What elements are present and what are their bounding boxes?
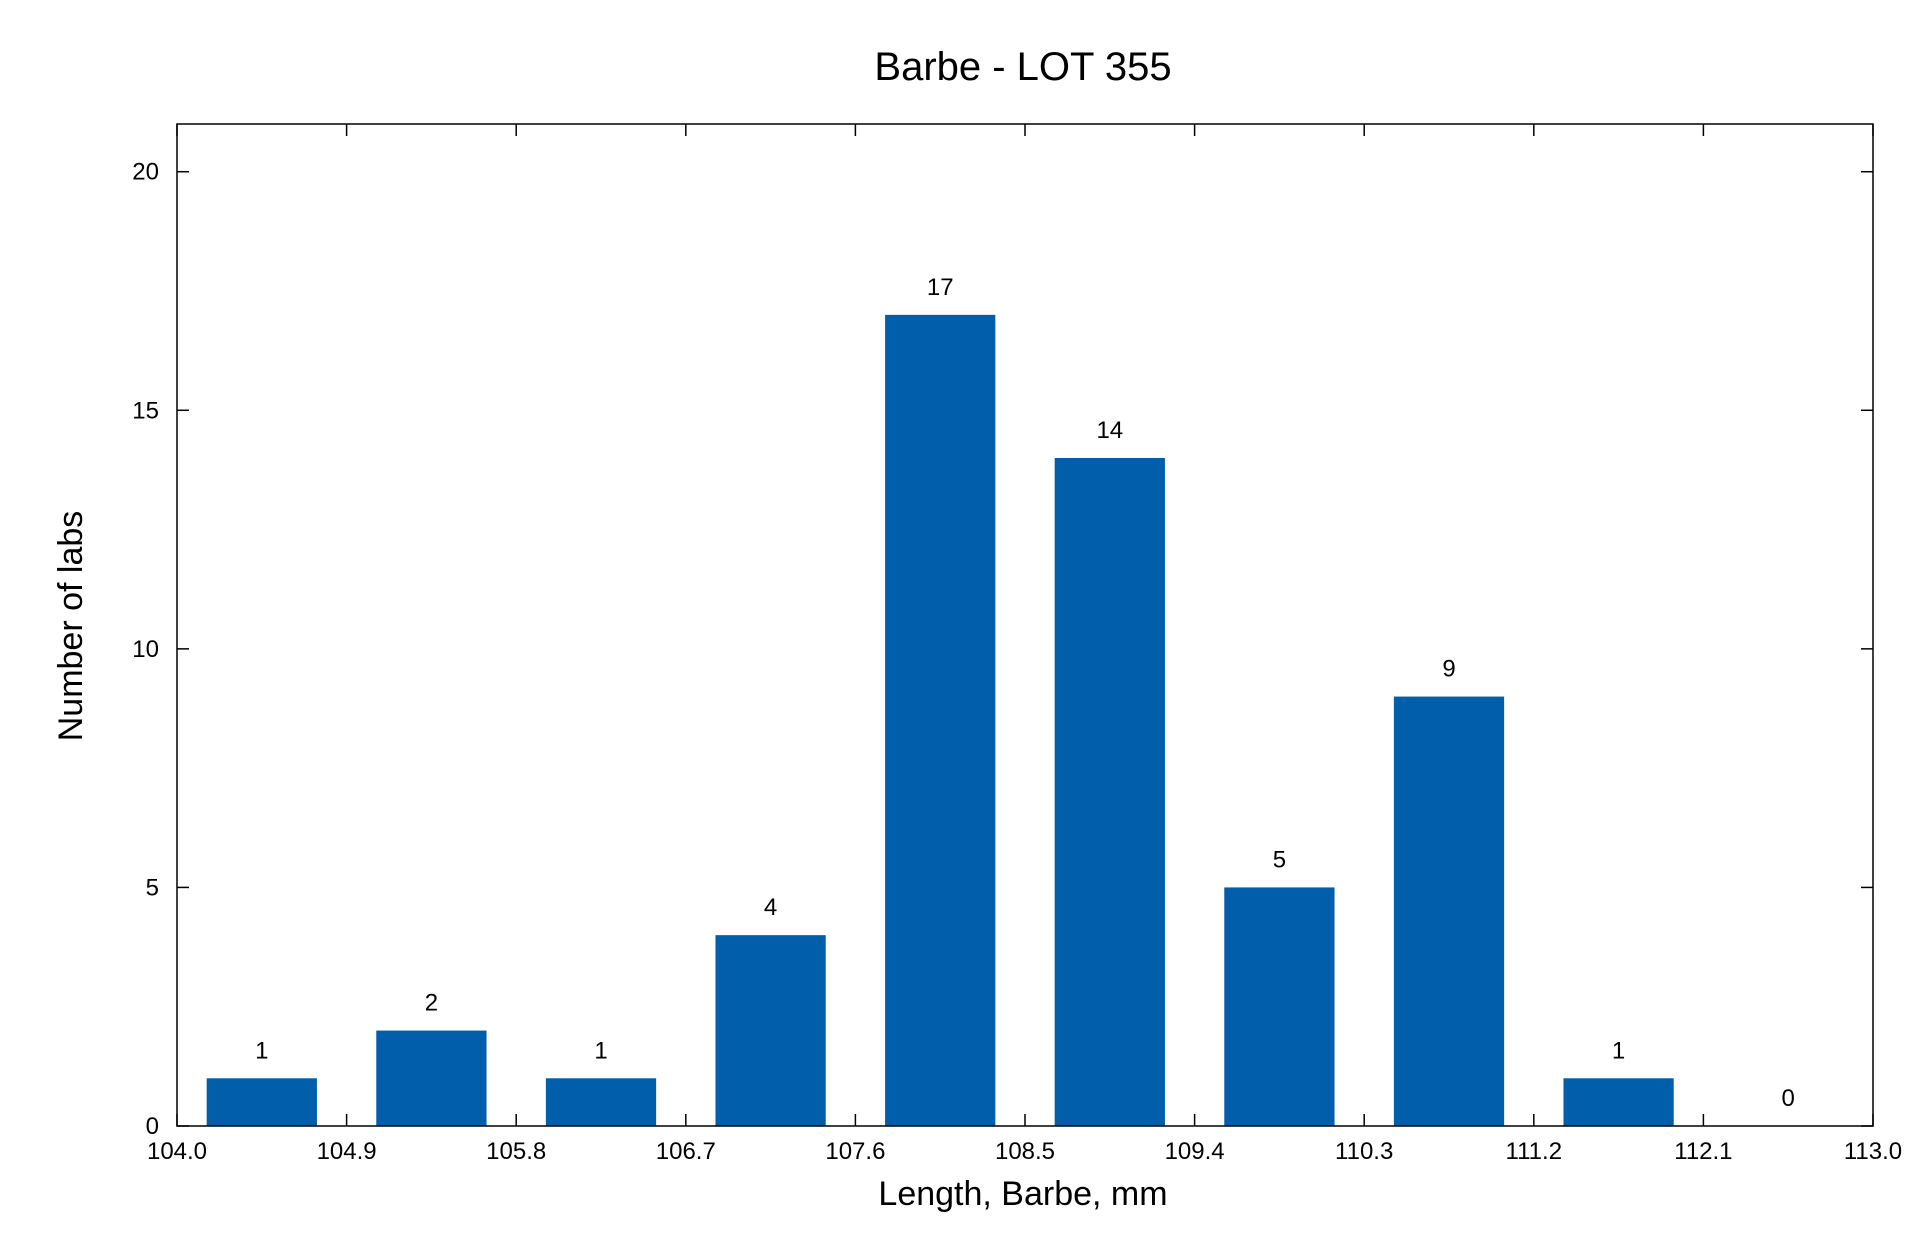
y-tick-label-4: 20	[132, 159, 159, 186]
x-tick-label-9: 112.1	[1674, 1138, 1732, 1165]
x-tick-label-8: 111.2	[1506, 1138, 1563, 1165]
bar-5	[1054, 458, 1165, 1126]
bar-value-label-6: 5	[1273, 846, 1286, 873]
bar-value-label-3: 4	[764, 894, 777, 921]
plot-frame	[176, 123, 1874, 1127]
bar-value-label-7: 9	[1442, 656, 1455, 683]
bar-value-label-9: 0	[1782, 1085, 1795, 1112]
x-tick-label-1: 104.9	[317, 1138, 377, 1165]
x-tick-label-2: 105.8	[486, 1138, 546, 1165]
bar-3	[715, 935, 826, 1126]
x-tick-label-4: 107.6	[825, 1138, 885, 1165]
bar-value-label-0: 1	[255, 1037, 268, 1064]
bar-2	[545, 1078, 657, 1126]
x-tick-label-0: 104.0	[147, 1138, 207, 1165]
bar-value-label-4: 17	[927, 274, 954, 301]
y-tick-label-3: 15	[132, 397, 159, 424]
x-tick-label-7: 110.3	[1335, 1138, 1393, 1165]
y-axis-label: Number of labs	[52, 511, 90, 742]
bar-7	[1393, 696, 1505, 1126]
x-axis-label: Length, Barbe, mm	[878, 1175, 1167, 1213]
bar-8	[1563, 1078, 1674, 1126]
bar-value-label-8: 1	[1612, 1037, 1625, 1064]
x-tick-label-5: 108.5	[995, 1138, 1055, 1165]
bar-1	[376, 1030, 487, 1126]
y-tick-label-0: 0	[146, 1113, 159, 1140]
bar-value-label-2: 1	[594, 1037, 607, 1064]
x-tick-label-3: 106.7	[656, 1138, 716, 1165]
bar-4	[885, 314, 996, 1126]
x-tick-label-6: 109.4	[1165, 1138, 1225, 1165]
chart-title: Barbe - LOT 355	[874, 45, 1171, 89]
bar-0	[206, 1078, 317, 1126]
bar-value-label-5: 14	[1096, 417, 1123, 444]
y-tick-label-1: 5	[146, 874, 159, 901]
y-tick-label-2: 10	[132, 636, 159, 663]
bar-value-label-1: 2	[425, 990, 438, 1017]
x-tick-label-10: 113.0	[1844, 1138, 1902, 1165]
bar-6	[1224, 887, 1335, 1126]
